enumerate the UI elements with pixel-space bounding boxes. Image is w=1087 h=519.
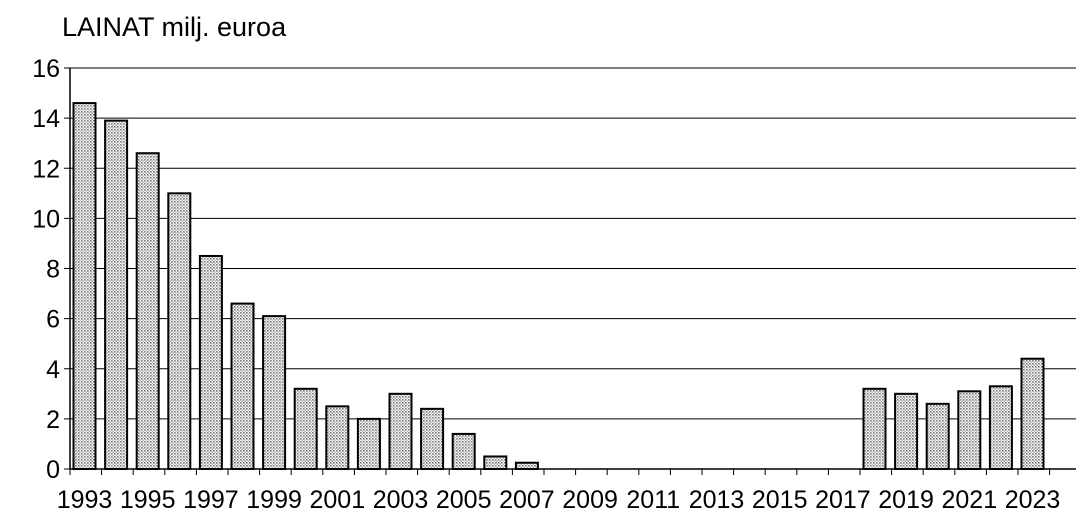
- x-tick-label: 2017: [815, 486, 871, 514]
- bar-2007: [514, 461, 539, 470]
- x-tick-label: 2021: [941, 486, 997, 514]
- y-tick-label: 14: [32, 105, 60, 133]
- bar-2019: [894, 392, 919, 470]
- bar-2023: [1020, 357, 1045, 471]
- y-tick-label: 0: [46, 456, 60, 484]
- x-tick-label: 2001: [309, 486, 365, 514]
- x-tick-label: 2003: [373, 486, 429, 514]
- x-tick-label: 2011: [626, 486, 680, 514]
- bars: [72, 102, 1045, 471]
- bar-2004: [420, 407, 445, 471]
- x-tick-label: 2019: [878, 486, 934, 514]
- x-tick-label: 1995: [120, 486, 176, 514]
- y-axis-ticks: 0 2 4 6 8 10 12 14 16: [32, 55, 70, 484]
- bar-2000: [293, 387, 318, 470]
- x-tick-label: 2005: [436, 486, 492, 514]
- y-tick-label: 16: [32, 55, 60, 83]
- bar-1998: [230, 302, 255, 470]
- y-tick-label: 10: [32, 205, 60, 233]
- x-tick-label: 1999: [246, 486, 302, 514]
- y-tick-label: 2: [46, 406, 60, 434]
- bar-2003: [388, 392, 413, 470]
- bar-2005: [451, 432, 476, 471]
- y-tick-label: 6: [46, 306, 60, 334]
- x-tick-label: 2015: [752, 486, 808, 514]
- bar-1994: [104, 119, 129, 470]
- y-tick-label: 8: [46, 256, 60, 284]
- bar-2002: [356, 417, 381, 470]
- x-tick-label: 1993: [57, 486, 113, 514]
- chart-title: LAINAT milj. euroa: [62, 12, 287, 42]
- bar-1997: [198, 254, 223, 470]
- bar-2021: [957, 390, 982, 470]
- bar-1996: [167, 192, 192, 470]
- y-tick-label: 12: [32, 155, 60, 183]
- x-axis-ticks: 1993 1995 1997 1999 2001 2003 2005 2007 2009 2011…: [57, 469, 1061, 514]
- bar-1999: [262, 315, 287, 470]
- bar-2020: [925, 402, 950, 470]
- x-tick-label: 2023: [1005, 486, 1061, 514]
- x-tick-label: 2009: [562, 486, 618, 514]
- bar-2001: [325, 405, 350, 470]
- bar-2018: [862, 387, 887, 470]
- bar-2022: [988, 385, 1013, 471]
- bar-1995: [135, 152, 160, 470]
- y-tick-label: 4: [46, 356, 60, 384]
- x-tick-label: 2007: [499, 486, 555, 514]
- axes: [69, 68, 1076, 470]
- bar-1993: [72, 102, 97, 471]
- x-tick-label: 1997: [183, 486, 239, 514]
- x-tick-label: 2013: [689, 486, 745, 514]
- bar-2006: [483, 455, 508, 470]
